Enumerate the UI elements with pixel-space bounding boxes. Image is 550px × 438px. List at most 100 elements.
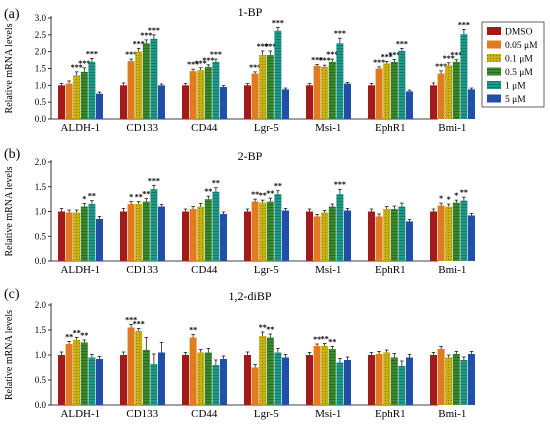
significance-label: *** xyxy=(140,31,152,40)
significance-label: *** xyxy=(311,55,323,64)
bar xyxy=(398,50,406,119)
legend-label: 0.05 μM xyxy=(505,41,538,51)
bar xyxy=(398,366,406,405)
bar xyxy=(266,55,274,119)
legend-swatch xyxy=(487,27,501,35)
bar xyxy=(120,85,127,119)
bar xyxy=(212,61,220,119)
significance-label: *** xyxy=(450,51,462,60)
y-tick-label: 1.5 xyxy=(35,64,47,74)
bar xyxy=(368,211,375,261)
x-tick-label: CD133 xyxy=(126,122,158,134)
y-tick-label: 0.5 xyxy=(35,97,47,107)
bar xyxy=(390,61,398,119)
bar xyxy=(274,30,282,119)
bar xyxy=(282,210,289,261)
x-tick-label: CD44 xyxy=(191,408,218,420)
significance-label: ** xyxy=(274,182,282,191)
y-axis-label: Relative mRNA levels xyxy=(4,23,15,113)
bar xyxy=(220,359,227,405)
significance-label: ** xyxy=(80,331,88,340)
bar xyxy=(197,206,205,261)
bar xyxy=(58,85,65,119)
bar xyxy=(328,349,336,405)
x-tick-label: Bmi-1 xyxy=(438,122,466,134)
bar xyxy=(150,38,158,119)
bar xyxy=(328,61,336,119)
significance-label: *** xyxy=(373,58,385,67)
bar xyxy=(452,354,460,405)
bar xyxy=(158,206,165,261)
bar xyxy=(142,43,150,119)
legend-box xyxy=(481,21,545,108)
legend-swatch xyxy=(487,94,501,103)
panel-label: (a) xyxy=(4,7,20,22)
bar xyxy=(321,212,329,261)
x-tick-label: Msi-1 xyxy=(315,264,341,276)
significance-label: *** xyxy=(86,49,98,58)
x-tick-label: Bmi-1 xyxy=(438,264,466,276)
bar xyxy=(406,91,413,119)
bar xyxy=(182,355,189,405)
bar xyxy=(344,210,351,261)
bar xyxy=(120,355,127,405)
y-tick-label: 3.0 xyxy=(35,13,47,23)
bar xyxy=(150,364,158,405)
x-tick-label: CD133 xyxy=(126,264,158,276)
bar xyxy=(321,346,329,405)
y-tick-label: 0.0 xyxy=(35,114,47,124)
significance-label: *** xyxy=(125,50,137,59)
bar xyxy=(313,346,321,405)
legend-swatch xyxy=(487,81,501,89)
y-tick-label: 1.5 xyxy=(35,325,47,335)
bar xyxy=(65,83,73,119)
bar xyxy=(460,34,468,119)
y-tick-label: 0.0 xyxy=(35,256,47,266)
bar xyxy=(437,349,445,405)
bar xyxy=(259,336,267,405)
bar xyxy=(321,66,329,119)
bar xyxy=(452,61,460,119)
bar xyxy=(220,213,227,261)
significance-label: *** xyxy=(210,50,222,59)
significance-label: *** xyxy=(148,26,160,35)
x-tick-label: ALDH-1 xyxy=(60,408,100,420)
bar xyxy=(244,85,251,119)
bar xyxy=(406,221,413,261)
bar xyxy=(328,206,336,261)
y-tick-label: 2.0 xyxy=(35,47,47,57)
y-axis-label: Relative mRNA levels xyxy=(4,166,15,256)
bar xyxy=(390,357,398,405)
bar xyxy=(96,93,103,119)
y-axis-label: Relative mRNA levels xyxy=(4,310,15,400)
significance-label: ** xyxy=(266,189,274,198)
significance-label: *** xyxy=(133,320,145,329)
significance-label: *** xyxy=(148,176,160,185)
bar xyxy=(368,355,375,405)
x-tick-label: ALDH-1 xyxy=(60,264,100,276)
bar xyxy=(65,212,73,261)
y-tick-label: 1.0 xyxy=(35,207,47,217)
significance-label: *** xyxy=(71,63,83,72)
bar xyxy=(259,55,267,119)
bar xyxy=(375,68,383,119)
significance-label: ** xyxy=(204,187,212,196)
bar xyxy=(313,65,321,119)
bar xyxy=(150,189,158,261)
bar xyxy=(430,355,437,405)
bar xyxy=(259,202,267,261)
y-tick-label: 0.5 xyxy=(35,231,47,241)
significance-label: *** xyxy=(443,54,455,63)
significance-label: ** xyxy=(189,326,197,335)
bar xyxy=(282,89,289,119)
panel-title: 1-BP xyxy=(238,5,263,19)
bar xyxy=(460,200,468,261)
bar xyxy=(88,204,96,261)
panel-title: 1,2-diBP xyxy=(228,289,271,303)
bar xyxy=(96,218,103,261)
bar xyxy=(135,204,143,261)
bar xyxy=(197,352,205,405)
x-tick-label: CD44 xyxy=(191,122,218,134)
bar xyxy=(142,350,150,405)
